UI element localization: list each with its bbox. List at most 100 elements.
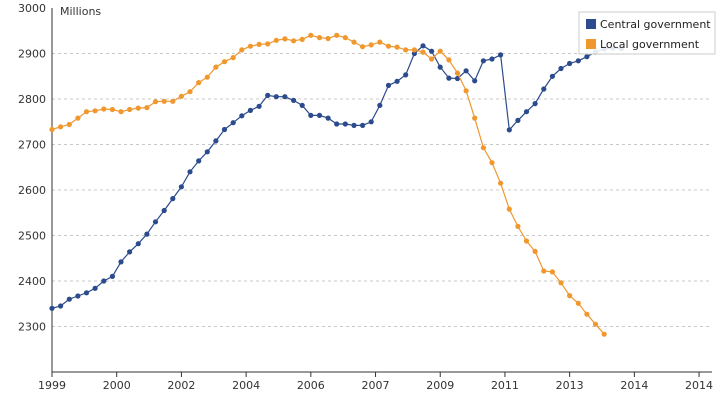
- data-point[interactable]: [360, 44, 366, 50]
- data-point[interactable]: [247, 107, 253, 113]
- data-point[interactable]: [325, 35, 331, 42]
- data-point[interactable]: [109, 273, 115, 279]
- data-point[interactable]: [239, 113, 245, 119]
- data-point[interactable]: [83, 290, 90, 296]
- data-point[interactable]: [567, 60, 573, 67]
- data-point[interactable]: [127, 249, 133, 255]
- data-point[interactable]: [204, 74, 210, 80]
- data-point[interactable]: [342, 35, 348, 41]
- data-point[interactable]: [101, 106, 107, 112]
- data-point[interactable]: [541, 86, 547, 92]
- data-point[interactable]: [454, 70, 461, 76]
- data-point[interactable]: [575, 300, 581, 306]
- data-point[interactable]: [498, 52, 504, 58]
- data-point[interactable]: [75, 115, 81, 121]
- data-point[interactable]: [368, 42, 374, 48]
- data-point[interactable]: [498, 180, 504, 186]
- data-point[interactable]: [558, 280, 564, 286]
- data-point[interactable]: [152, 99, 159, 105]
- data-point[interactable]: [144, 105, 150, 111]
- data-point[interactable]: [446, 75, 452, 81]
- data-point[interactable]: [299, 102, 305, 108]
- data-point[interactable]: [178, 93, 184, 99]
- data-point[interactable]: [334, 32, 340, 38]
- data-point[interactable]: [282, 94, 288, 100]
- data-point[interactable]: [92, 285, 98, 291]
- data-point[interactable]: [515, 117, 521, 123]
- data-point[interactable]: [178, 184, 184, 190]
- data-point[interactable]: [213, 138, 219, 144]
- data-point[interactable]: [411, 50, 417, 57]
- data-point[interactable]: [429, 56, 435, 62]
- data-point[interactable]: [187, 89, 193, 95]
- data-point[interactable]: [135, 241, 141, 247]
- data-point[interactable]: [437, 48, 443, 54]
- data-point[interactable]: [170, 196, 176, 202]
- data-point[interactable]: [541, 268, 547, 274]
- data-point[interactable]: [247, 43, 253, 49]
- data-point[interactable]: [377, 39, 383, 45]
- data-point[interactable]: [239, 47, 245, 53]
- data-point[interactable]: [291, 97, 297, 103]
- data-point[interactable]: [549, 73, 556, 79]
- data-point[interactable]: [265, 41, 271, 47]
- data-point[interactable]: [420, 49, 426, 55]
- data-point[interactable]: [584, 311, 590, 317]
- data-point[interactable]: [437, 64, 443, 70]
- data-point[interactable]: [446, 57, 452, 63]
- data-point[interactable]: [472, 78, 478, 84]
- data-point[interactable]: [463, 88, 469, 94]
- data-point[interactable]: [385, 43, 392, 49]
- data-point[interactable]: [196, 158, 202, 164]
- data-point[interactable]: [49, 126, 55, 133]
- data-point[interactable]: [118, 109, 124, 115]
- data-point[interactable]: [308, 112, 314, 118]
- data-point[interactable]: [558, 65, 564, 72]
- data-point[interactable]: [135, 105, 141, 111]
- data-point[interactable]: [506, 127, 512, 133]
- data-point[interactable]: [420, 43, 426, 49]
- data-point[interactable]: [265, 92, 271, 98]
- data-point[interactable]: [394, 78, 400, 84]
- data-point[interactable]: [325, 115, 331, 121]
- data-point[interactable]: [92, 108, 98, 114]
- data-point[interactable]: [109, 106, 115, 113]
- data-point[interactable]: [523, 109, 530, 115]
- data-point[interactable]: [256, 41, 262, 48]
- data-point[interactable]: [377, 102, 383, 108]
- data-point[interactable]: [472, 115, 478, 121]
- data-point[interactable]: [506, 206, 512, 212]
- data-point[interactable]: [316, 112, 323, 118]
- data-point[interactable]: [282, 36, 288, 42]
- data-point[interactable]: [273, 94, 279, 100]
- data-point[interactable]: [152, 219, 159, 225]
- data-point[interactable]: [463, 68, 469, 74]
- data-point[interactable]: [75, 293, 81, 299]
- data-point[interactable]: [334, 121, 340, 127]
- data-point[interactable]: [49, 305, 55, 311]
- data-point[interactable]: [368, 119, 374, 125]
- data-point[interactable]: [584, 54, 590, 60]
- data-point[interactable]: [291, 38, 297, 44]
- data-point[interactable]: [549, 269, 556, 275]
- data-point[interactable]: [221, 59, 228, 65]
- data-point[interactable]: [58, 303, 64, 309]
- data-point[interactable]: [489, 160, 495, 166]
- data-point[interactable]: [230, 120, 236, 126]
- data-point[interactable]: [187, 169, 193, 175]
- data-point[interactable]: [230, 55, 236, 61]
- data-point[interactable]: [308, 32, 314, 38]
- data-point[interactable]: [480, 145, 486, 151]
- data-point[interactable]: [213, 64, 219, 70]
- data-point[interactable]: [316, 35, 323, 41]
- data-point[interactable]: [411, 47, 417, 53]
- data-point[interactable]: [256, 103, 262, 109]
- data-point[interactable]: [221, 126, 228, 133]
- data-point[interactable]: [351, 39, 357, 45]
- data-point[interactable]: [66, 296, 72, 302]
- data-point[interactable]: [489, 56, 495, 62]
- data-point[interactable]: [144, 231, 150, 237]
- data-point[interactable]: [161, 98, 167, 104]
- data-point[interactable]: [342, 121, 348, 127]
- data-point[interactable]: [58, 124, 64, 130]
